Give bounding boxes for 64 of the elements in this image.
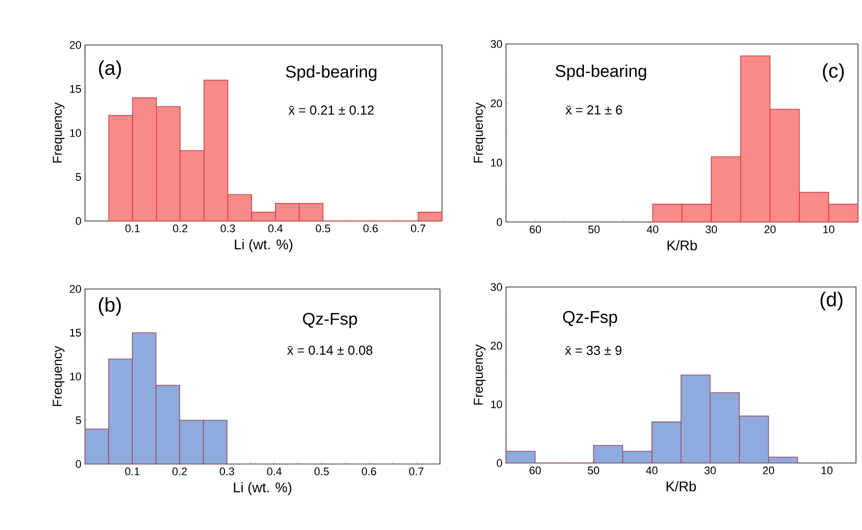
- y-tick-label: 20: [70, 285, 82, 293]
- x-tick-label: 0.5: [316, 224, 330, 232]
- y-tick-label: 10: [70, 129, 82, 137]
- annotation: Qz-Fsp: [563, 311, 618, 326]
- x-tick-label: 60: [530, 226, 541, 234]
- x-tick-label: 0.6: [362, 468, 376, 476]
- x-tick-label: 0.6: [363, 224, 378, 232]
- annotation: (c): [822, 63, 844, 82]
- y-tick-label: 30: [490, 40, 502, 48]
- y-tick-label: 0: [76, 460, 82, 468]
- x-tick-label: 0.1: [125, 468, 140, 476]
- x-tick-label: 0.4: [267, 468, 282, 476]
- annotation: (a): [99, 60, 121, 79]
- y-tick-label: 15: [70, 85, 82, 93]
- annotation: Spd-bearing: [556, 64, 646, 80]
- x-tick-label: 0.7: [411, 224, 426, 232]
- x-axis-title: Li (wt. %): [234, 482, 292, 496]
- x-tick-label: 0.3: [220, 468, 234, 476]
- y-tick-label: 20: [490, 342, 502, 350]
- x-tick-label: 30: [706, 226, 717, 234]
- y-tick-label: 20: [490, 99, 502, 108]
- y-tick-label: 15: [70, 328, 82, 337]
- x-tick-label: 30: [704, 466, 716, 474]
- x-tick-label: 0.1: [125, 224, 140, 232]
- annotation: Spd-bearing: [286, 65, 376, 82]
- annotation: x̄ = 0.14 ± 0.08: [287, 346, 372, 355]
- x-tick-label: 50: [588, 226, 600, 234]
- x-axis-title: K/Rb: [668, 240, 697, 250]
- x-tick-label: 0.2: [173, 224, 188, 232]
- y-tick-label: 5: [76, 416, 82, 424]
- x-tick-label: 60: [530, 466, 541, 474]
- annotation: x̄ = 0.21 ± 0.12: [288, 106, 374, 115]
- y-tick-label: 30: [490, 283, 502, 291]
- y-tick-label: 10: [70, 372, 82, 380]
- x-tick-label: 40: [646, 226, 658, 234]
- annotation: x̄ = 21 ± 6: [566, 105, 622, 114]
- x-axis-title: K/Rb: [666, 481, 696, 492]
- x-tick-label: 0.3: [220, 224, 235, 232]
- x-tick-label: 40: [646, 466, 658, 474]
- x-tick-label: 50: [588, 466, 600, 474]
- y-tick-label: 20: [70, 41, 82, 49]
- annotation: (d): [820, 292, 842, 310]
- x-tick-label: 0.4: [268, 224, 283, 232]
- y-tick-label: 0: [496, 218, 502, 226]
- annotation: x̄ = 33 ± 9: [565, 346, 622, 355]
- annotation: Qz-Fsp: [302, 312, 357, 328]
- y-axis-title: Frequency: [474, 102, 486, 163]
- x-tick-label: 0.5: [314, 468, 329, 476]
- x-tick-label: 0.7: [409, 468, 424, 476]
- x-tick-label: 20: [762, 466, 774, 474]
- y-tick-label: 5: [76, 173, 82, 181]
- x-tick-label: 10: [823, 226, 834, 234]
- x-tick-label: 0.2: [172, 468, 187, 476]
- y-axis-title: Frequency: [52, 346, 64, 406]
- annotation: (b): [98, 297, 121, 316]
- y-tick-label: 10: [491, 400, 502, 408]
- y-tick-label: 0: [496, 459, 502, 467]
- y-tick-label: 0: [76, 217, 82, 225]
- y-axis-title: Frequency: [52, 102, 64, 163]
- y-tick-label: 10: [491, 158, 502, 167]
- x-axis-title: Li (wt. %): [234, 239, 292, 252]
- x-tick-label: 20: [764, 226, 776, 234]
- x-tick-label: 10: [822, 466, 832, 474]
- y-axis-title: Frequency: [474, 344, 486, 405]
